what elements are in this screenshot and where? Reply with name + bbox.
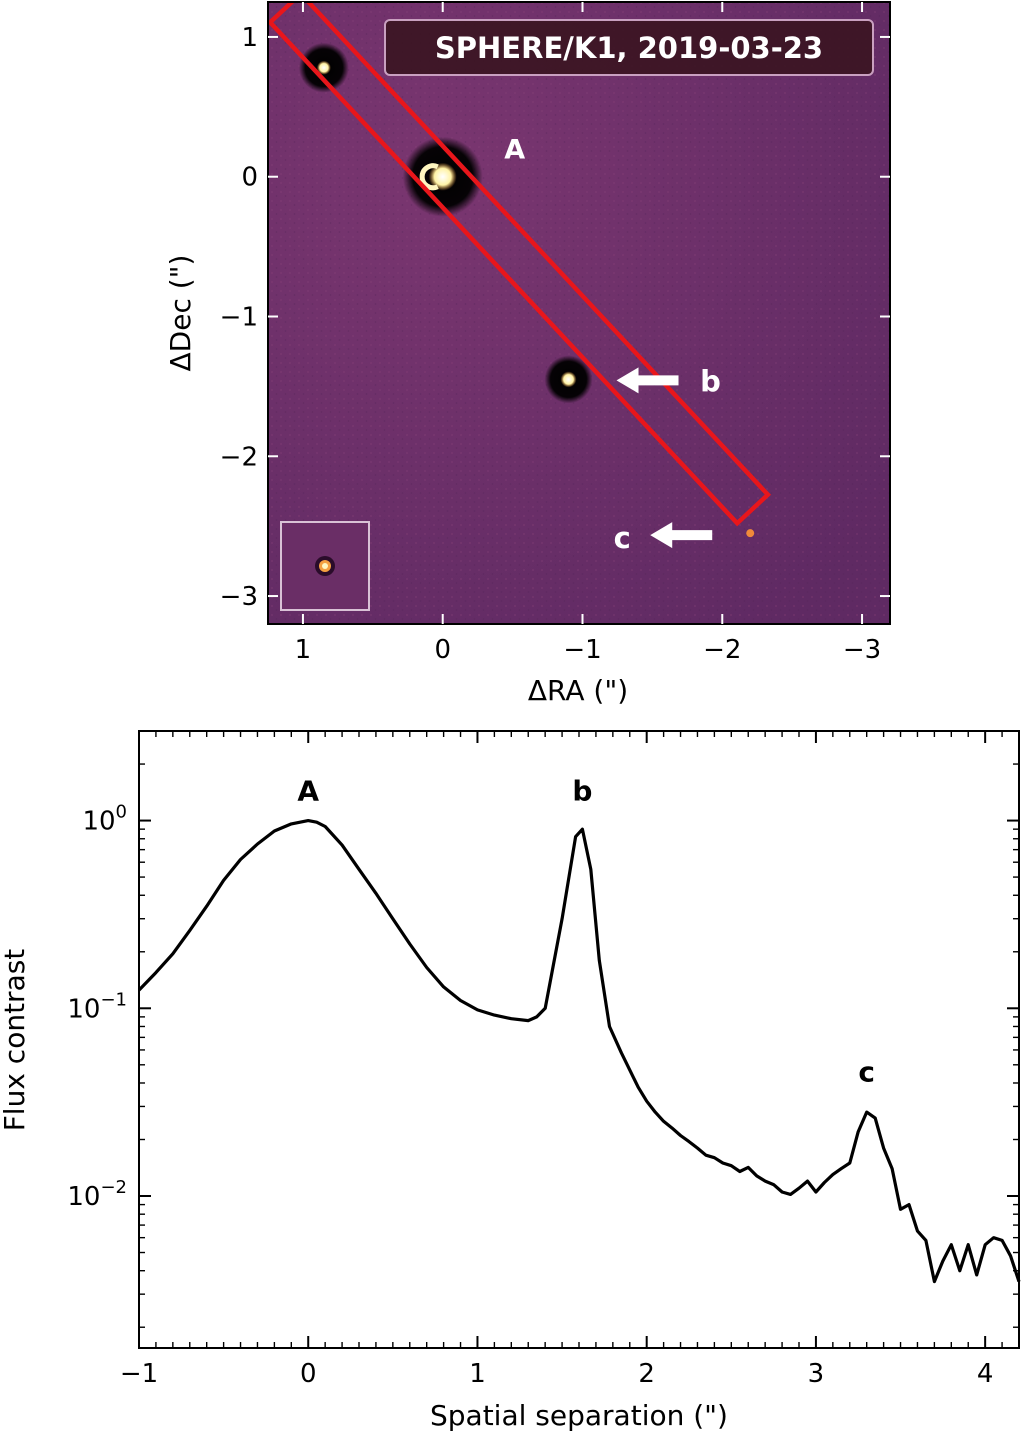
image-ytick-label: −3 bbox=[220, 582, 258, 612]
plot-ytick-base: 10 bbox=[67, 1182, 100, 1212]
image-xlabel: ΔRA (") bbox=[528, 674, 628, 707]
plot-xlabel: Spatial separation (") bbox=[430, 1399, 728, 1432]
image-title-box bbox=[384, 19, 874, 76]
peak-label-c: c bbox=[858, 1056, 875, 1089]
arrow-c bbox=[650, 522, 713, 549]
image-frame bbox=[267, 1, 891, 625]
image-ylabel: ΔDec (") bbox=[164, 255, 197, 372]
plot-frame bbox=[138, 730, 1020, 1349]
image-ytick-label: −1 bbox=[220, 302, 258, 332]
image-xtick-label: −1 bbox=[563, 635, 601, 665]
image-xtick-label: −3 bbox=[843, 635, 881, 665]
plot-ytick-label: 100 bbox=[82, 802, 127, 837]
image-panel: SPHERE/K1, 2019-03-23 Ab c 1 0 −1 −2 −3 1 0 −1 −2… bbox=[164, 1, 891, 707]
plot-xtick-label: 3 bbox=[808, 1359, 825, 1389]
plot-ytick-label: 10−2 bbox=[67, 1177, 127, 1212]
plot-xtick-label: 2 bbox=[638, 1359, 655, 1389]
source-core-background-star bbox=[316, 60, 331, 75]
inset-psf bbox=[280, 521, 370, 611]
source-core-c bbox=[746, 529, 755, 538]
image-speckle bbox=[268, 2, 890, 624]
plot-ytick-base: 10 bbox=[82, 807, 115, 837]
source-core-A bbox=[428, 162, 457, 191]
plot-xtick-label: −1 bbox=[120, 1359, 158, 1389]
arrow-b bbox=[616, 367, 679, 394]
image-ytick-label: 1 bbox=[241, 23, 258, 53]
image-ytick-label: −2 bbox=[220, 442, 258, 472]
plot-ytick-exp: 0 bbox=[116, 802, 127, 823]
source-label-A: A bbox=[504, 135, 525, 166]
plot-ytick-exp: −2 bbox=[100, 1177, 127, 1198]
source-label-b: b bbox=[700, 364, 721, 398]
plot-ytick-label: 10−1 bbox=[67, 989, 127, 1024]
peak-label-A: A bbox=[297, 774, 319, 807]
plot-xtick-label: 1 bbox=[469, 1359, 486, 1389]
image-title: SPHERE/K1, 2019-03-23 bbox=[435, 31, 823, 65]
plot-ytick-exp: −1 bbox=[100, 989, 127, 1010]
image-xtick-label: −2 bbox=[703, 635, 741, 665]
source-ring-A bbox=[419, 163, 439, 191]
slit-box bbox=[268, 2, 772, 527]
profile-line bbox=[137, 819, 1021, 1284]
image-xtick-label: 0 bbox=[434, 635, 451, 665]
image-ytick-label: 0 bbox=[241, 163, 258, 193]
plot-ytick-base: 10 bbox=[67, 994, 100, 1024]
plot-xtick-label: 4 bbox=[977, 1359, 994, 1389]
peak-label-b: b bbox=[572, 774, 592, 807]
plot-xtick-label: 0 bbox=[300, 1359, 317, 1389]
source-label-c: c bbox=[614, 521, 631, 555]
plot-ylabel: Flux contrast bbox=[0, 949, 31, 1132]
image-xtick-label: 1 bbox=[295, 635, 312, 665]
source-core-b bbox=[560, 371, 577, 388]
